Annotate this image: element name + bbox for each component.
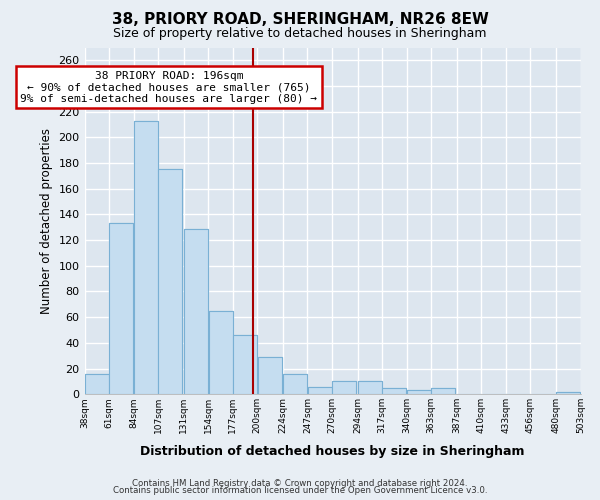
Text: Contains public sector information licensed under the Open Government Licence v3: Contains public sector information licen… bbox=[113, 486, 487, 495]
Bar bbox=[358, 382, 382, 394]
Bar bbox=[332, 382, 356, 394]
Bar bbox=[158, 170, 182, 394]
Bar bbox=[407, 390, 431, 394]
Bar bbox=[109, 224, 133, 394]
Bar bbox=[184, 228, 208, 394]
Bar bbox=[85, 374, 109, 394]
Bar bbox=[332, 382, 356, 394]
Bar bbox=[431, 388, 455, 394]
Bar bbox=[283, 374, 307, 394]
X-axis label: Distribution of detached houses by size in Sheringham: Distribution of detached houses by size … bbox=[140, 444, 525, 458]
Text: 38 PRIORY ROAD: 196sqm
← 90% of detached houses are smaller (765)
9% of semi-det: 38 PRIORY ROAD: 196sqm ← 90% of detached… bbox=[20, 70, 317, 104]
Text: Contains HM Land Registry data © Crown copyright and database right 2024.: Contains HM Land Registry data © Crown c… bbox=[132, 478, 468, 488]
Bar bbox=[233, 335, 257, 394]
Bar bbox=[184, 228, 208, 394]
Bar bbox=[358, 382, 382, 394]
Bar bbox=[556, 392, 580, 394]
Bar bbox=[134, 120, 158, 394]
Text: Size of property relative to detached houses in Sheringham: Size of property relative to detached ho… bbox=[113, 28, 487, 40]
Bar bbox=[233, 335, 257, 394]
Bar bbox=[283, 374, 307, 394]
Bar bbox=[85, 374, 109, 394]
Y-axis label: Number of detached properties: Number of detached properties bbox=[40, 128, 53, 314]
Bar bbox=[158, 170, 182, 394]
Bar bbox=[209, 311, 233, 394]
Bar bbox=[407, 390, 431, 394]
Text: 38, PRIORY ROAD, SHERINGHAM, NR26 8EW: 38, PRIORY ROAD, SHERINGHAM, NR26 8EW bbox=[112, 12, 488, 28]
Bar bbox=[431, 388, 455, 394]
Bar bbox=[109, 224, 133, 394]
Bar bbox=[257, 357, 281, 394]
Bar bbox=[209, 311, 233, 394]
Bar bbox=[382, 388, 406, 394]
Bar bbox=[382, 388, 406, 394]
Bar bbox=[308, 386, 332, 394]
Bar bbox=[308, 386, 332, 394]
Bar bbox=[257, 357, 281, 394]
Bar bbox=[134, 120, 158, 394]
Bar bbox=[556, 392, 580, 394]
